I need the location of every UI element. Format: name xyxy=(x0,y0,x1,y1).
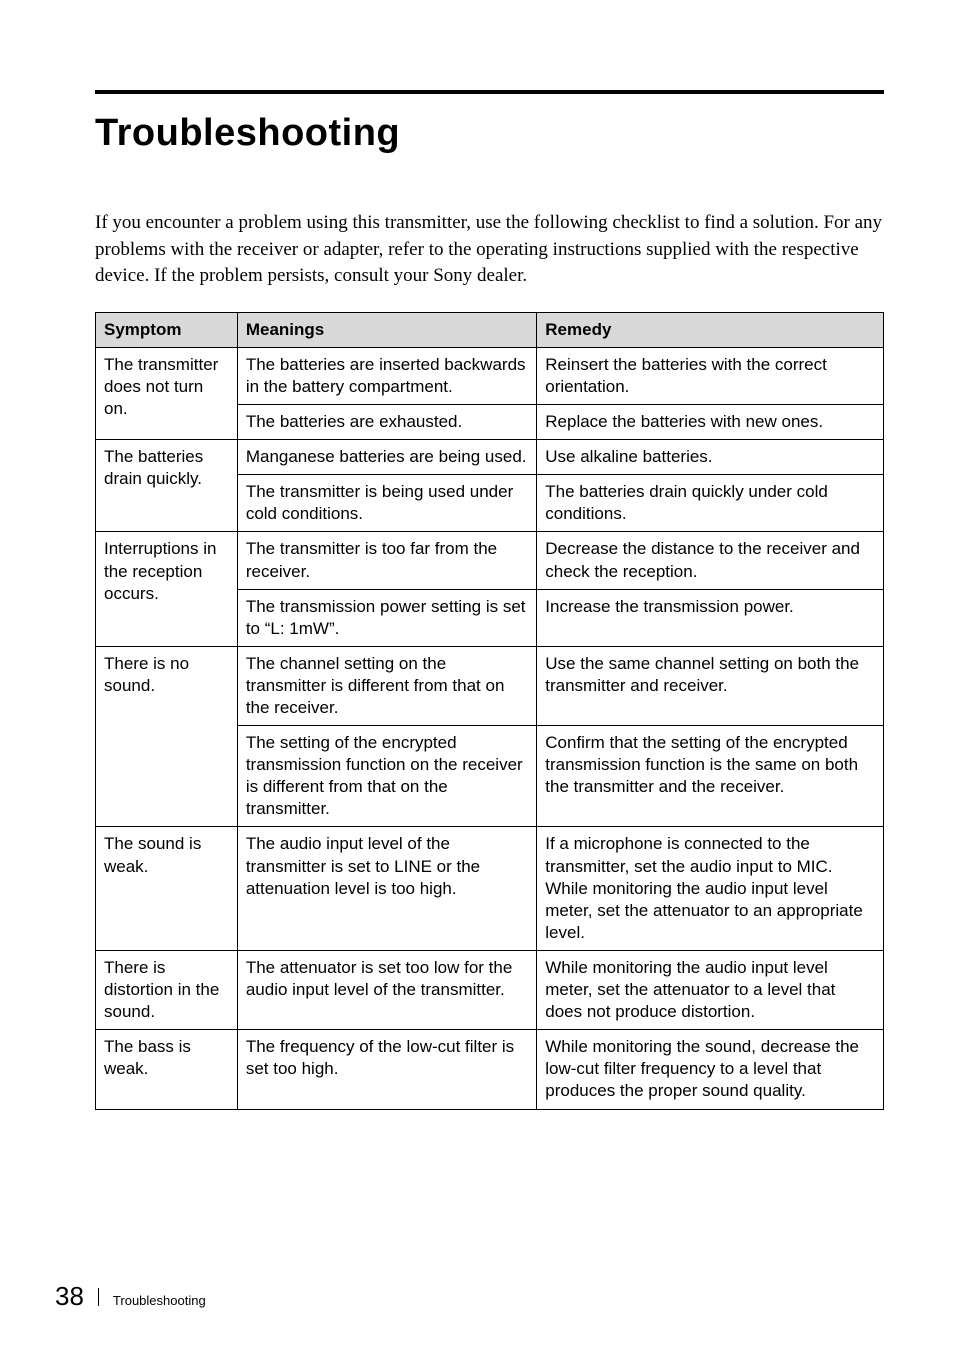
cell-symptom: There is no sound. xyxy=(96,646,238,827)
cell-remedy: Decrease the distance to the receiver an… xyxy=(537,532,884,589)
cell-remedy: Confirm that the setting of the encrypte… xyxy=(537,726,884,827)
page-footer: 38 Troubleshooting xyxy=(55,1281,206,1312)
cell-meaning: The transmitter is too far from the rece… xyxy=(237,532,536,589)
cell-meaning: The frequency of the low-cut filter is s… xyxy=(237,1030,536,1109)
table-row: The bass is weak.The frequency of the lo… xyxy=(96,1030,884,1109)
table-header-row: Symptom Meanings Remedy xyxy=(96,312,884,347)
cell-symptom: The sound is weak. xyxy=(96,827,238,950)
page-title: Troubleshooting xyxy=(95,112,884,155)
cell-remedy: The batteries drain quickly under cold c… xyxy=(537,475,884,532)
table-row: The transmitter does not turn on.The bat… xyxy=(96,347,884,404)
cell-meaning: The audio input level of the transmitter… xyxy=(237,827,536,950)
cell-symptom: The bass is weak. xyxy=(96,1030,238,1109)
cell-symptom: The transmitter does not turn on. xyxy=(96,347,238,439)
cell-remedy: Reinsert the batteries with the correct … xyxy=(537,347,884,404)
table-row: There is no sound.The channel setting on… xyxy=(96,646,884,725)
cell-meaning: The transmitter is being used under cold… xyxy=(237,475,536,532)
cell-remedy: While monitoring the sound, decrease the… xyxy=(537,1030,884,1109)
cell-meaning: Manganese batteries are being used. xyxy=(237,440,536,475)
footer-label: Troubleshooting xyxy=(113,1293,206,1308)
table-row: The batteries drain quickly.Manganese ba… xyxy=(96,440,884,475)
cell-symptom: Interruptions in the reception occurs. xyxy=(96,532,238,646)
table-row: The sound is weak.The audio input level … xyxy=(96,827,884,950)
cell-meaning: The attenuator is set too low for the au… xyxy=(237,950,536,1029)
intro-paragraph: If you encounter a problem using this tr… xyxy=(95,210,884,290)
table-row: There is distortion in the sound.The att… xyxy=(96,950,884,1029)
col-header-meanings: Meanings xyxy=(237,312,536,347)
top-rule xyxy=(95,90,884,94)
cell-remedy: Increase the transmission power. xyxy=(537,589,884,646)
cell-meaning: The batteries are exhausted. xyxy=(237,405,536,440)
col-header-symptom: Symptom xyxy=(96,312,238,347)
cell-remedy: If a microphone is connected to the tran… xyxy=(537,827,884,950)
footer-divider xyxy=(98,1288,99,1306)
cell-remedy: While monitoring the audio input level m… xyxy=(537,950,884,1029)
cell-meaning: The channel setting on the transmitter i… xyxy=(237,646,536,725)
table-row: Interruptions in the reception occurs.Th… xyxy=(96,532,884,589)
cell-meaning: The transmission power setting is set to… xyxy=(237,589,536,646)
troubleshooting-table: Symptom Meanings Remedy The transmitter … xyxy=(95,312,884,1110)
cell-remedy: Replace the batteries with new ones. xyxy=(537,405,884,440)
cell-meaning: The setting of the encrypted transmissio… xyxy=(237,726,536,827)
cell-symptom: There is distortion in the sound. xyxy=(96,950,238,1029)
cell-remedy: Use alkaline batteries. xyxy=(537,440,884,475)
cell-remedy: Use the same channel setting on both the… xyxy=(537,646,884,725)
col-header-remedy: Remedy xyxy=(537,312,884,347)
cell-meaning: The batteries are inserted backwards in … xyxy=(237,347,536,404)
cell-symptom: The batteries drain quickly. xyxy=(96,440,238,532)
page-number: 38 xyxy=(55,1281,84,1312)
